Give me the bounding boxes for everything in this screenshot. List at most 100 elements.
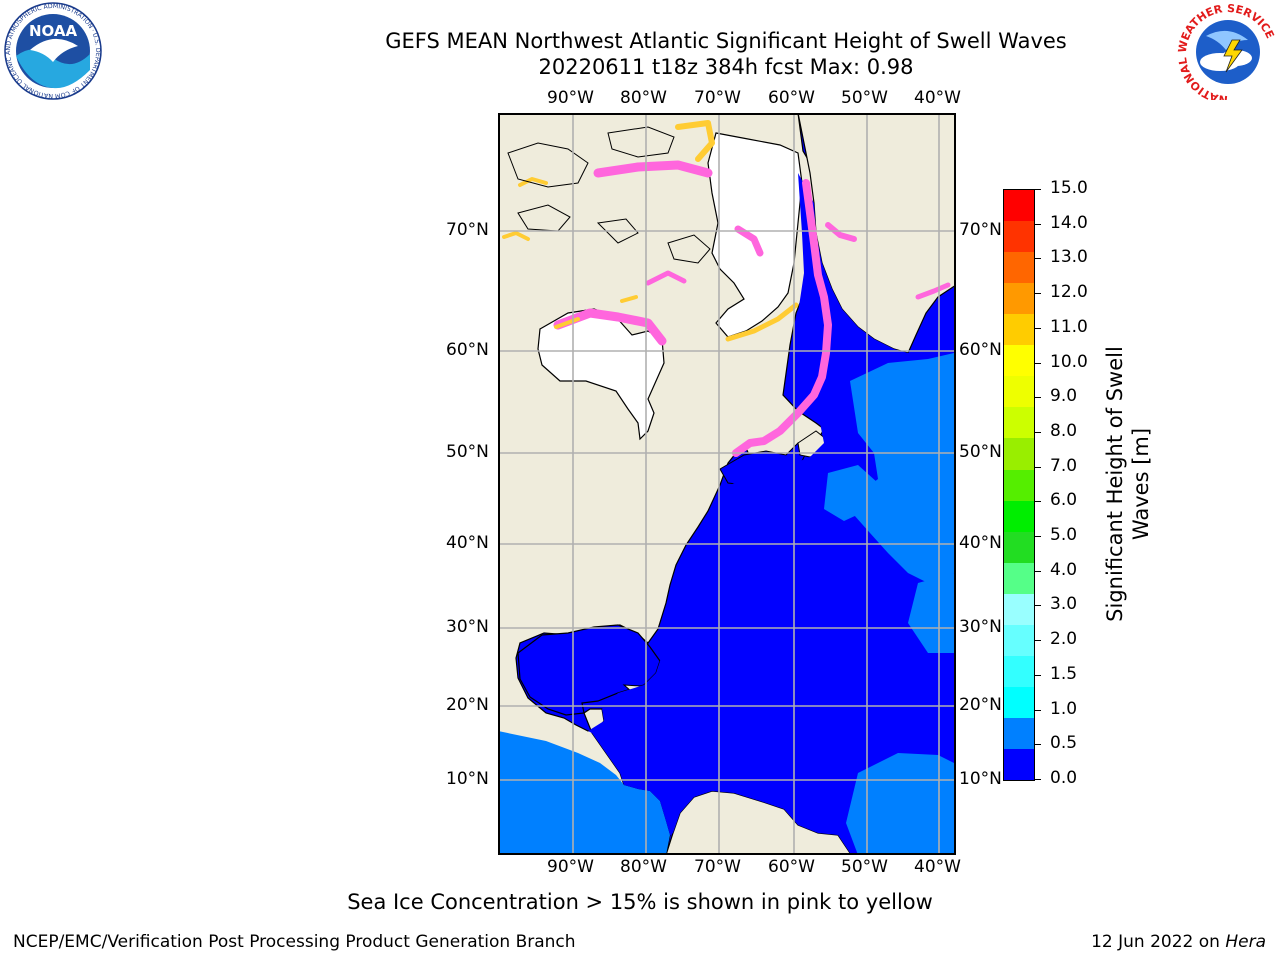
- colorbar-bin: [1004, 500, 1034, 532]
- colorbar-tick-mark: [1034, 640, 1041, 642]
- colorbar-bin: [1004, 252, 1034, 284]
- colorbar-tick-mark: [1034, 223, 1041, 225]
- map-gridlines: [498, 113, 956, 855]
- lon-label-top-90w: 90°W: [547, 88, 594, 108]
- colorbar-tick-mark: [1034, 536, 1041, 538]
- chart-title-line1: GEFS MEAN Northwest Atlantic Significant…: [385, 29, 1067, 53]
- lat-label-left-40n: 40°N: [446, 533, 489, 553]
- lon-label-top-80w: 80°W: [620, 88, 667, 108]
- colorbar-tick-mark: [1034, 397, 1041, 399]
- swell-patch-mid: [824, 465, 878, 521]
- colorbar-tick-label: 12.0: [1050, 282, 1088, 303]
- colorbar-bin: [1004, 717, 1034, 749]
- colorbar-tick-group: 15.0 14.0 13.0 12.0 11.0 10.0 9.0 8.0 7.0 6.0 5.0 4…: [1034, 178, 1114, 788]
- lat-label-left-50n: 50°N: [446, 442, 489, 462]
- noaa-logo-text: NOAA: [29, 22, 78, 40]
- lat-label-left-30n: 30°N: [446, 617, 489, 637]
- colorbar-tick-label: 4.0: [1050, 559, 1078, 580]
- colorbar-tick-mark: [1034, 570, 1041, 572]
- colorbar-tick-mark: [1034, 779, 1041, 780]
- colorbar-tick-label: 5.0: [1050, 525, 1078, 546]
- colorbar-title: Significant Height of Swell Waves [m]: [1103, 346, 1153, 622]
- colorbar-tick-label: 8.0: [1050, 420, 1078, 441]
- lon-label-top-50w: 50°W: [841, 88, 888, 108]
- colorbar-tick-mark: [1034, 293, 1041, 295]
- lat-label-right-30n: 30°N: [959, 617, 1002, 637]
- colorbar-tick-mark: [1034, 327, 1041, 329]
- colorbar-tick-mark: [1034, 674, 1041, 676]
- lon-label-bottom-70w: 70°W: [694, 857, 741, 877]
- colorbar-bin: [1004, 593, 1034, 625]
- footer-left: NCEP/EMC/Verification Post Processing Pr…: [13, 932, 576, 952]
- colorbar-tick-label: 11.0: [1050, 316, 1088, 337]
- colorbar-tick-label: 14.0: [1050, 212, 1088, 233]
- colorbar-tick-mark: [1034, 189, 1041, 190]
- colorbar-tick-label: 0.0: [1050, 768, 1078, 788]
- colorbar-bin: [1004, 531, 1034, 563]
- colorbar-tick-label: 7.0: [1050, 455, 1078, 476]
- lon-label-bottom-80w: 80°W: [620, 857, 667, 877]
- footer-host: Hera: [1225, 932, 1266, 952]
- colorbar: [1003, 189, 1035, 781]
- colorbar-bin: [1004, 283, 1034, 315]
- lat-label-left-60n: 60°N: [446, 340, 489, 360]
- colorbar-tick-label: 1.5: [1050, 663, 1078, 684]
- map-panel: [498, 113, 956, 855]
- footer-right: 12 Jun 2022 on Hera: [1091, 932, 1266, 952]
- colorbar-bin: [1004, 314, 1034, 346]
- lon-label-top-70w: 70°W: [694, 88, 741, 108]
- swell-patch-southeast: [908, 573, 954, 653]
- colorbar-bin: [1004, 748, 1034, 780]
- colorbar-tick-label: 9.0: [1050, 386, 1078, 407]
- lat-label-left-10n: 10°N: [446, 769, 489, 789]
- lat-label-right-60n: 60°N: [959, 340, 1002, 360]
- colorbar-bin: [1004, 686, 1034, 718]
- colorbar-bin: [1004, 221, 1034, 253]
- lon-label-top-60w: 60°W: [768, 88, 815, 108]
- colorbar-tick-label: 10.0: [1050, 351, 1088, 372]
- lon-label-top-40w: 40°W: [914, 88, 961, 108]
- colorbar-tick-label: 6.0: [1050, 490, 1078, 511]
- colorbar-tick-mark: [1034, 431, 1041, 433]
- colorbar-bin: [1004, 624, 1034, 656]
- colorbar-bin: [1004, 438, 1034, 470]
- colorbar-tick-mark: [1034, 466, 1041, 468]
- colorbar-tick-mark: [1034, 709, 1041, 711]
- map-frame: [498, 113, 956, 855]
- chart-title-line2: 20220611 t18z 384h fcst Max: 0.98: [538, 55, 914, 79]
- swell-patch-east: [850, 353, 954, 583]
- lon-label-bottom-60w: 60°W: [768, 857, 815, 877]
- colorbar-tick-mark: [1034, 258, 1041, 260]
- colorbar-tick-mark: [1034, 362, 1041, 364]
- sea-ice-band: [502, 120, 951, 457]
- colorbar-bin: [1004, 655, 1034, 687]
- swell-patch-south: [846, 753, 954, 853]
- lat-label-right-70n: 70°N: [959, 220, 1002, 240]
- lat-label-left-20n: 20°N: [446, 695, 489, 715]
- pacific-ocean: [500, 731, 670, 853]
- colorbar-bin: [1004, 562, 1034, 594]
- colorbar-tick-label: 15.0: [1050, 178, 1088, 198]
- colorbar-bin: [1004, 469, 1034, 501]
- colorbar-bin: [1004, 190, 1034, 222]
- labrador-sea: [588, 173, 954, 853]
- colorbar-bin: [1004, 376, 1034, 408]
- hudson-bay-ice: [537, 308, 665, 441]
- colorbar-tick-mark: [1034, 744, 1041, 746]
- colorbar-tick-label: 0.5: [1050, 733, 1078, 754]
- colorbar-tick-label: 2.0: [1050, 629, 1078, 650]
- colorbar-tick-label: 3.0: [1050, 594, 1078, 615]
- colorbar-bin: [1004, 407, 1034, 439]
- lat-label-right-40n: 40°N: [959, 533, 1002, 553]
- colorbar-bin: [1004, 345, 1034, 377]
- lat-label-right-20n: 20°N: [959, 695, 1002, 715]
- noaa-logo: NATIONAL OCEANIC AND ATMOSPHERIC ADMINIS…: [0, 0, 102, 100]
- lat-label-right-10n: 10°N: [959, 769, 1002, 789]
- colorbar-tick-mark: [1034, 501, 1041, 503]
- colorbar-tick-mark: [1034, 605, 1041, 607]
- lon-label-bottom-50w: 50°W: [841, 857, 888, 877]
- lat-label-left-70n: 70°N: [446, 220, 489, 240]
- colorbar-tick-label: 1.0: [1050, 698, 1078, 719]
- arctic-coastlines: [507, 126, 711, 264]
- lon-label-bottom-90w: 90°W: [547, 857, 594, 877]
